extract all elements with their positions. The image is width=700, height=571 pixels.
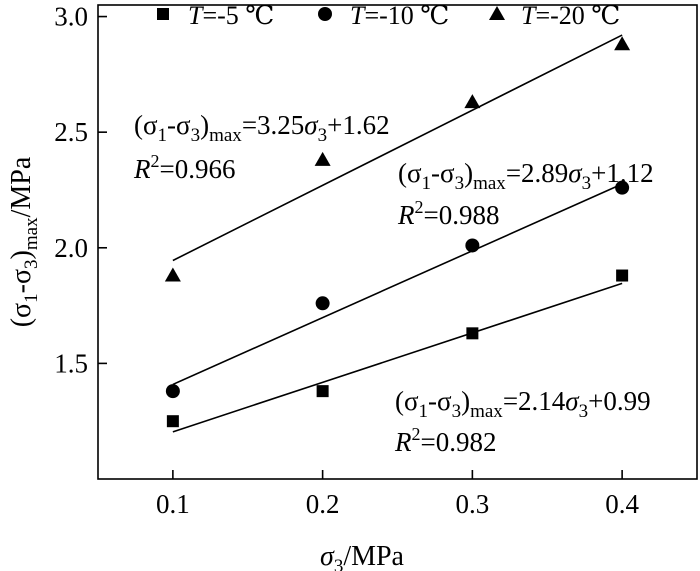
y-axis-title: (σ1-σ3)max/MPa (6, 156, 42, 327)
equation-minus5: (σ1-σ3)max=2.14σ3+0.99 R2=0.982 (394, 386, 651, 457)
fit-line (172, 34, 623, 262)
data-point-circle (465, 238, 480, 253)
data-markers (164, 36, 631, 428)
r2-line-minus10: R2=0.988 (397, 197, 499, 230)
legend-entry-5: T=-5 ℃ (188, 1, 274, 30)
y-tick-label: 2.5 (54, 117, 88, 147)
x-tick-label: 0.2 (306, 489, 340, 519)
axis-ticks: 0.1 0.2 0.3 0.4 1.5 2.0 2.5 3.0 (54, 2, 639, 519)
legend-entry-10: T=-10 ℃ (350, 1, 449, 30)
r2-line-minus20: R2=0.966 (133, 151, 235, 184)
legend-entry-20: T=-20 ℃ (521, 1, 620, 30)
data-point-triangle (464, 94, 481, 109)
y-tick-label: 3.0 (54, 2, 88, 32)
data-point-circle (615, 180, 630, 195)
data-point-square (616, 269, 629, 282)
x-tick-label: 0.1 (156, 489, 190, 519)
legend: T=-5 ℃ T=-10 ℃ T=-20 ℃ (157, 1, 620, 30)
x-axis-title: σ3/MPa (320, 541, 405, 571)
equation-minus10: (σ1-σ3)max=2.89σ3+1.12 R2=0.988 (397, 158, 654, 230)
data-point-circle (165, 384, 180, 399)
data-point-square (466, 327, 479, 340)
fit-line (172, 183, 623, 386)
data-point-triangle (614, 36, 631, 51)
equation-line-minus5: (σ1-σ3)max=2.14σ3+0.99 (395, 386, 651, 422)
data-point-triangle (164, 267, 181, 282)
data-point-circle (315, 296, 330, 311)
y-tick-label: 1.5 (54, 348, 88, 378)
x-tick-label: 0.4 (605, 489, 639, 519)
equation-line-minus20: (σ1-σ3)max=3.25σ3+1.62 (134, 110, 390, 146)
y-tick-label: 2.0 (54, 233, 88, 263)
plot-area-frame (97, 4, 698, 480)
legend-square-icon (157, 8, 169, 20)
legend-circle-icon (318, 7, 332, 21)
fit-lines (172, 34, 623, 433)
data-point-square (166, 415, 179, 428)
data-point-square (316, 385, 329, 398)
legend-triangle-icon (489, 6, 505, 20)
x-tick-label: 0.3 (456, 489, 490, 519)
equation-line-minus10: (σ1-σ3)max=2.89σ3+1.12 (398, 158, 654, 194)
equation-minus20: (σ1-σ3)max=3.25σ3+1.62 R2=0.966 (133, 110, 390, 184)
fit-line (172, 282, 623, 433)
r2-line-minus5: R2=0.982 (394, 424, 496, 457)
data-point-triangle (314, 151, 331, 166)
